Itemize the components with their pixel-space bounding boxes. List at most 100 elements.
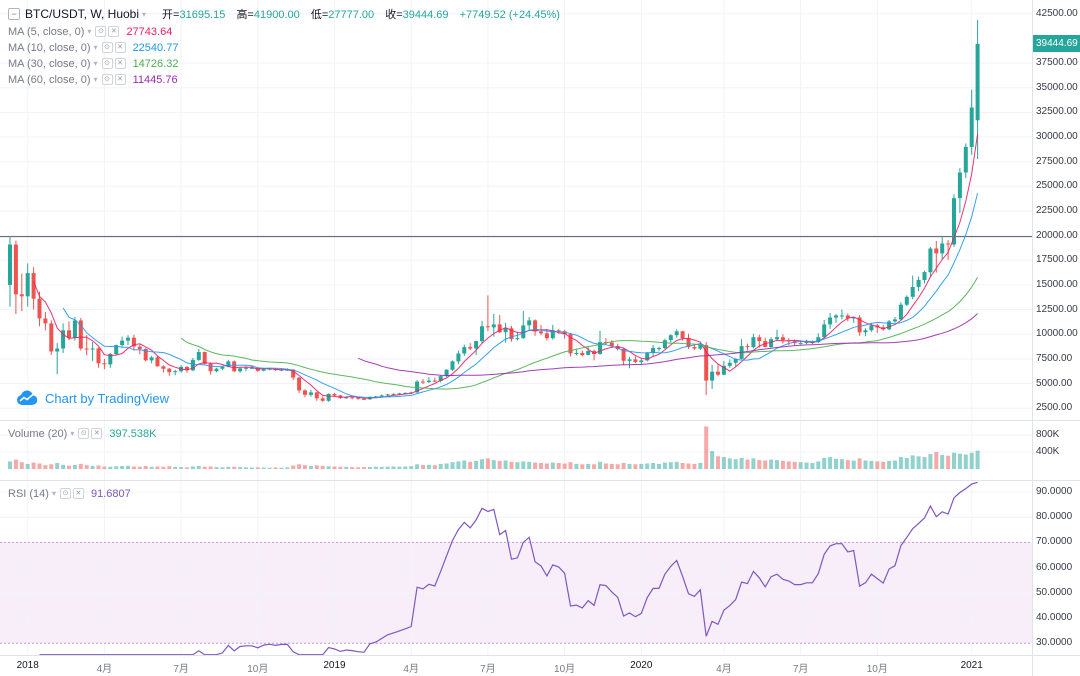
rsi-axis-label: 30.0000 [1036,637,1073,649]
watermark-link[interactable]: Chart by TradingView [45,390,170,406]
open-label: 开= [162,9,180,21]
price-axis-label: 30000.00 [1036,131,1078,143]
volume-pane: Volume (20) ▾ ⊙ ✕ 397.538K [0,421,1032,481]
volume-value: 397.538K [109,427,157,440]
time-axis-label: 10月 [866,664,888,675]
chart-legend: − BTC/USDT, W, Huobi ▾ 开=31695.15 高=4190… [8,5,560,87]
high-label: 高= [236,9,254,21]
time-axis[interactable]: 2018 4月 7月 10月 2019 4月 7月 10月 2020 4月 7月 10月 2021 [0,656,1032,676]
rsi-axis-label: 70.0000 [1036,536,1073,548]
volume-legend: Volume (20) ▾ ⊙ ✕ 397.538K [8,425,156,441]
change-value: +7749.52 (+24.45%) [459,9,560,21]
time-axis-label: 7月 [173,664,189,675]
price-axis-label: 7500.00 [1036,352,1073,364]
close-icon[interactable]: ✕ [114,42,126,53]
ma-legend-row[interactable]: MA (30, close, 0) ▾ ⊙ ✕ 14726.32 [8,56,560,71]
price-axis-label: 27500.00 [1036,155,1078,167]
rsi-value: 91.6807 [90,487,131,500]
open-value: 31695.15 [179,9,226,21]
price-axis-label: 42500.00 [1036,7,1078,19]
time-axis-label: 4月 [716,664,732,675]
symbol-legend-row[interactable]: − BTC/USDT, W, Huobi ▾ 开=31695.15 高=4190… [8,5,560,23]
right-axis-column: 39444.69 42500.00 37500.00 35000.00 32500.0… [1032,0,1080,676]
rsi-chart-canvas[interactable] [0,481,1032,655]
rsi-axis[interactable]: 90.0000 80.0000 70.0000 60.0000 50.0000 40.00… [1033,481,1080,656]
volume-legend-row[interactable]: Volume (20) ▾ ⊙ ✕ 397.538K [8,426,156,441]
eye-icon[interactable]: ⊙ [95,26,107,37]
chevron-down-icon[interactable]: ▾ [93,43,98,52]
ohlc-values: 开=31695.15 高=41900.00 低=27777.00 收=39444… [154,6,560,22]
eye-icon[interactable]: ⊙ [78,428,90,439]
chevron-down-icon[interactable]: ▾ [70,429,75,438]
chevron-down-icon[interactable]: ▾ [87,27,92,36]
volume-axis-label: 800K [1036,429,1060,440]
symbol-title[interactable]: BTC/USDT, W, Huobi [25,7,140,21]
main-price-pane: − BTC/USDT, W, Huobi ▾ 开=31695.15 高=4190… [0,0,1032,421]
close-icon[interactable]: ✕ [114,58,126,69]
ma-label: MA (60, close, 0) [8,73,91,86]
ma-legend-row[interactable]: MA (5, close, 0) ▾ ⊙ ✕ 27743.64 [8,24,560,39]
low-label: 低= [310,9,329,21]
rsi-axis-label: 50.0000 [1036,586,1073,598]
close-label: 收= [385,9,403,21]
last-price-badge: 39444.69 [1033,35,1080,53]
price-axis-label: 37500.00 [1036,57,1078,69]
volume-chart-canvas[interactable] [0,421,1032,480]
price-axis[interactable]: 39444.69 42500.00 37500.00 35000.00 32500.0… [1033,0,1080,421]
tradingview-logo-icon [17,390,38,405]
chevron-down-icon[interactable]: ▾ [142,9,147,19]
high-value: 41900.00 [253,9,300,21]
chart-panes: − BTC/USDT, W, Huobi ▾ 开=31695.15 高=4190… [0,0,1032,676]
ma-label: MA (5, close, 0) [8,25,85,38]
price-axis-label: 5000.00 [1036,377,1073,389]
price-axis-label: 12500.00 [1036,303,1078,315]
ma-value: 22540.77 [132,41,179,54]
time-axis-label: 7月 [480,664,496,675]
time-axis-label: 4月 [96,664,113,675]
time-axis-label: 2019 [323,660,346,671]
price-axis-label: 2500.00 [1036,402,1073,414]
price-axis-label: 32500.00 [1036,106,1078,118]
price-axis-label: 25000.00 [1036,180,1078,192]
price-axis-label: 10000.00 [1036,328,1078,340]
time-axis-label: 2021 [960,660,983,671]
chevron-down-icon[interactable]: ▾ [93,75,98,84]
axis-corner [1033,656,1080,676]
main-chart-canvas[interactable] [0,0,1032,420]
low-value: 27777.00 [328,9,375,21]
tradingview-watermark[interactable]: Chart by TradingView [16,390,169,406]
close-icon[interactable]: ✕ [72,488,84,499]
close-icon[interactable]: ✕ [108,26,120,37]
eye-icon[interactable]: ⊙ [59,488,71,499]
ma-legend-row[interactable]: MA (60, close, 0) ▾ ⊙ ✕ 11445.76 [8,72,560,87]
close-icon[interactable]: ✕ [114,74,126,85]
ma-legend-row[interactable]: MA (10, close, 0) ▾ ⊙ ✕ 22540.77 [8,40,560,55]
ma-value: 11445.76 [132,73,178,86]
price-axis-label: 17500.00 [1036,254,1078,266]
eye-icon[interactable]: ⊙ [101,74,113,85]
ma-label: MA (30, close, 0) [8,57,91,70]
time-axis-label: 10月 [247,664,269,675]
rsi-axis-label: 60.0000 [1036,561,1073,573]
volume-axis[interactable]: 800K 400K [1033,421,1080,481]
price-axis-label: 20000.00 [1036,229,1078,241]
close-icon[interactable]: ✕ [91,428,103,439]
time-axis-label: 2020 [630,660,653,671]
rsi-axis-label: 90.0000 [1036,486,1073,498]
rsi-axis-label: 40.0000 [1036,611,1073,623]
ma-value: 27743.64 [126,25,173,38]
rsi-legend: RSI (14) ▾ ⊙ ✕ 91.6807 [8,485,131,501]
eye-icon[interactable]: ⊙ [101,58,113,69]
volume-axis-label: 400K [1036,446,1060,457]
price-axis-label: 15000.00 [1036,278,1078,290]
time-axis-label: 10月 [554,664,576,675]
chevron-down-icon[interactable]: ▾ [51,489,56,498]
eye-icon[interactable]: ⊙ [101,42,113,53]
time-axis-label: 2018 [16,660,39,671]
symbol-collapse-icon[interactable]: − [8,8,20,20]
chevron-down-icon[interactable]: ▾ [93,59,98,68]
rsi-legend-row[interactable]: RSI (14) ▾ ⊙ ✕ 91.6807 [8,486,131,501]
close-value: 39444.69 [402,9,449,21]
volume-label: Volume (20) [8,427,68,440]
